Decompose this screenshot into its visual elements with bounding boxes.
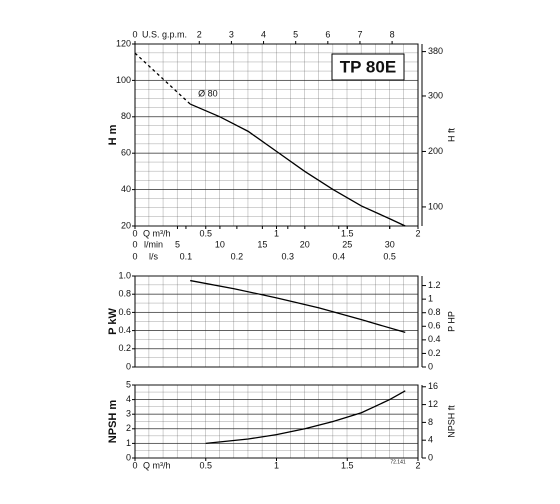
y2-tick-label: 0	[428, 361, 433, 371]
x2-tick-label: 8	[390, 29, 395, 39]
y-tick-label: 20	[121, 220, 131, 230]
y2-tick-label: 16	[428, 381, 438, 391]
x2-axis-label: U.S. g.p.m.	[142, 29, 187, 39]
x4-tick-label: 0.4	[332, 251, 345, 261]
title-box	[331, 53, 405, 81]
x2-tick-label: 4	[261, 29, 266, 39]
y2-tick-label: 1	[428, 294, 433, 304]
x2-tick-label: 3	[229, 29, 234, 39]
y-tick-label: 40	[121, 184, 131, 194]
y-tick-label: 0.2	[118, 343, 131, 353]
y-axis-label: P kW	[107, 308, 119, 335]
x3-tick-label: 30	[385, 239, 395, 249]
y-tick-label: 0.4	[118, 325, 131, 335]
y-tick-label: 0.8	[118, 289, 131, 299]
y-tick-label: 100	[116, 75, 131, 85]
x2-tick-label: 5	[293, 29, 298, 39]
x3-tick-label: 25	[342, 239, 352, 249]
x-tick-label: 1	[274, 228, 279, 238]
chart-title: TP 80E	[340, 57, 396, 76]
series-line	[189, 103, 406, 227]
x4-tick-label: 0.1	[180, 251, 193, 261]
x-tick-label: 2	[415, 460, 420, 470]
y2-tick-label: 0.8	[428, 307, 441, 317]
y2-tick-label: 300	[428, 90, 443, 100]
y-tick-label: 80	[121, 111, 131, 121]
x4-tick-label: 0	[132, 251, 137, 261]
x2-tick-label: 6	[325, 29, 330, 39]
x3-axis-label: l/min	[144, 239, 163, 249]
y2-tick-label: 0.4	[428, 334, 441, 344]
x-tick-label: 1.5	[341, 228, 354, 238]
x4-tick-label: 0.5	[383, 251, 396, 261]
y-tick-label: 0	[126, 452, 131, 462]
x2-tick-label: 2	[197, 29, 202, 39]
y2-tick-label: 1.2	[428, 280, 441, 290]
y2-tick-label: 0	[428, 452, 433, 462]
y-tick-label: 0.6	[118, 307, 131, 317]
y2-axis-label: H ft	[446, 128, 456, 143]
y-axis-label: H m	[107, 124, 119, 145]
x2-tick-label: 7	[357, 29, 362, 39]
plot-area	[134, 384, 419, 459]
y2-tick-label: 12	[428, 399, 438, 409]
y-axis-label: NPSH m	[107, 400, 119, 444]
plot-area	[134, 275, 419, 368]
x-tick-label: 0	[132, 228, 137, 238]
x3-tick-label: 10	[215, 239, 225, 249]
y-tick-label: 2	[126, 423, 131, 433]
x3-tick-label: 0	[132, 239, 137, 249]
y2-tick-label: 380	[428, 46, 443, 56]
y-tick-label: 4	[126, 394, 131, 404]
x-axis-label: Q m³/h	[143, 228, 171, 238]
x-tick-label: 1.5	[341, 460, 354, 470]
x3-tick-label: 15	[257, 239, 267, 249]
y-tick-label: 120	[116, 38, 131, 48]
x3-tick-label: 5	[175, 239, 180, 249]
y2-tick-label: 8	[428, 417, 433, 427]
y2-tick-label: 200	[428, 146, 443, 156]
y-tick-label: 5	[126, 379, 131, 389]
x-tick-label: 0.5	[199, 460, 212, 470]
x4-tick-label: 0.2	[231, 251, 244, 261]
x-tick-label: 0.5	[199, 228, 212, 238]
x4-axis-label: l/s	[149, 251, 159, 261]
y2-tick-label: 0.2	[428, 348, 441, 358]
x-tick-label: 1	[274, 460, 279, 470]
series-label: Ø 80	[198, 88, 218, 98]
y-tick-label: 0	[126, 361, 131, 371]
y2-axis-label: NPSH ft	[446, 405, 456, 438]
series-line	[190, 279, 406, 334]
series-line	[205, 390, 406, 445]
y-tick-label: 60	[121, 148, 131, 158]
y-tick-label: 1	[126, 438, 131, 448]
y2-tick-label: 4	[428, 435, 433, 445]
note: 72.141	[390, 459, 406, 465]
y2-tick-label: 100	[428, 201, 443, 211]
y2-axis-label: P HP	[446, 311, 456, 332]
x-axis-label: Q m³/h	[143, 460, 171, 470]
y-tick-label: 3	[126, 409, 131, 419]
x2-tick-label: 0	[132, 29, 137, 39]
y-tick-label: 1.0	[118, 270, 131, 280]
series-line	[134, 52, 191, 105]
x-tick-label: 0	[132, 460, 137, 470]
x4-tick-label: 0.3	[282, 251, 295, 261]
x3-tick-label: 20	[300, 239, 310, 249]
y2-tick-label: 0.6	[428, 321, 441, 331]
x-tick-label: 2	[415, 228, 420, 238]
